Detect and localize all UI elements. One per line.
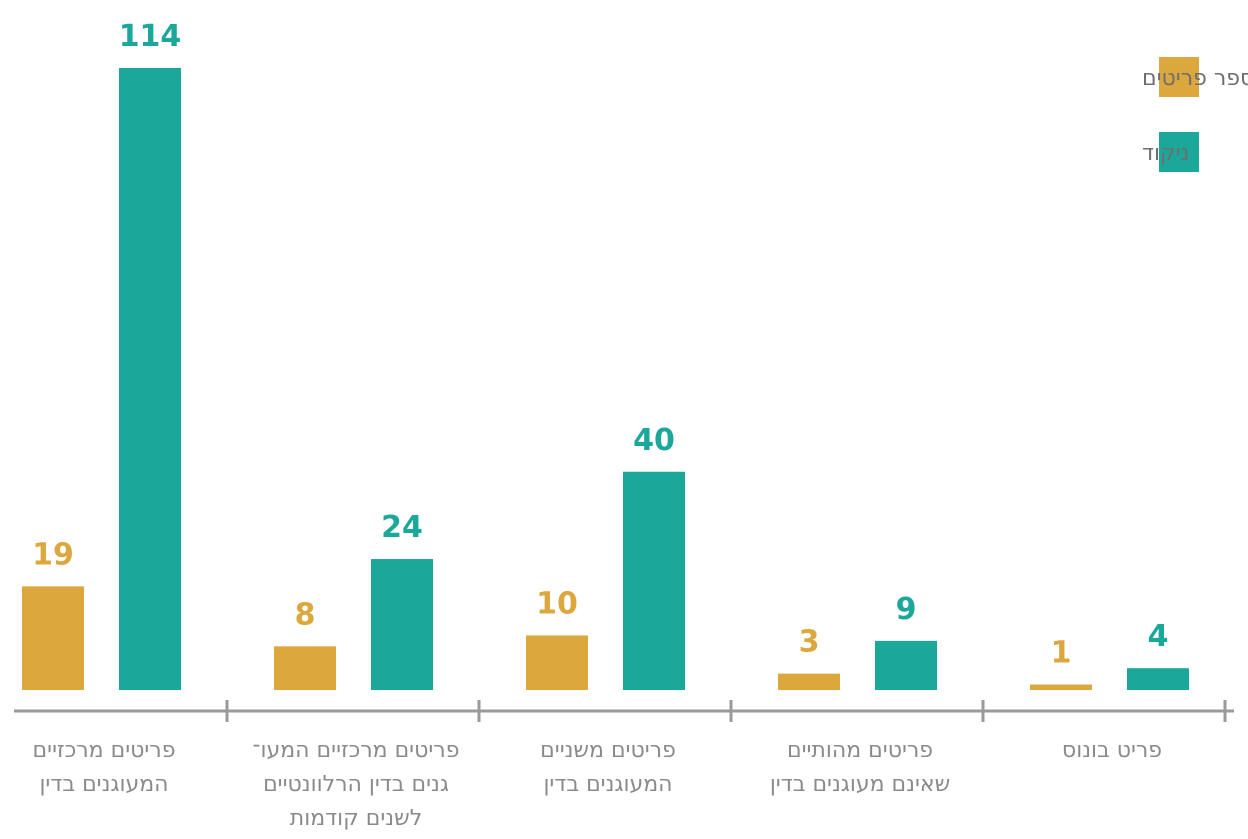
bar-count-0 [22, 586, 84, 690]
bar-score-2 [623, 471, 685, 690]
bar-count-4 [1030, 684, 1092, 690]
value-label-score-1: 24 [381, 510, 423, 545]
bar-count-2 [526, 635, 588, 690]
legend-label-0: מספר פריטים [1142, 66, 1248, 91]
bar-score-0 [119, 68, 181, 690]
value-label-count-0: 19 [32, 537, 74, 572]
bar-count-1 [274, 646, 336, 690]
category-label-1: פריטים מרכזיים המעו־ גנים בדין הרלוונטיים… [253, 738, 460, 831]
value-label-count-2: 10 [536, 586, 578, 621]
category-label-line: המעוגנים בדין [39, 772, 168, 797]
category-label-line: לשנים קודמות [290, 806, 422, 831]
value-label-score-0: 114 [119, 19, 182, 54]
category-label-0: פריטים מרכזיים המעוגנים בדין [33, 738, 176, 797]
value-label-score-3: 9 [896, 592, 917, 627]
bar-score-1 [371, 559, 433, 690]
bar-score-4 [1127, 668, 1189, 690]
category-label-line: פריטים משניים [540, 738, 676, 763]
value-label-score-2: 40 [633, 423, 675, 458]
legend-swatch-1 [1159, 132, 1199, 172]
value-label-count-3: 3 [799, 625, 820, 660]
bar-count-3 [778, 673, 840, 690]
category-label-line: פריטים מרכזיים המעו־ [253, 738, 460, 763]
category-label-4: פריט בונוס [1062, 738, 1162, 763]
category-label-3: פריטים מהותיים שאינם מעוגנים בדין [770, 738, 950, 797]
legend-label-1: ניקוד [1142, 141, 1189, 166]
category-label-line: פריט בונוס [1062, 738, 1162, 763]
category-label-line: גנים בדין הרלוונטיים [263, 772, 449, 797]
category-label-line: שאינם מעוגנים בדין [770, 772, 950, 797]
category-label-line: המעוגנים בדין [543, 772, 672, 797]
bar-score-3 [875, 640, 937, 690]
value-label-count-1: 8 [295, 597, 316, 632]
category-label-2: פריטים משניים המעוגנים בדין [540, 738, 676, 797]
category-label-line: פריטים מרכזיים [33, 738, 176, 763]
legend-swatch-0 [1159, 57, 1199, 97]
value-label-score-4: 4 [1148, 619, 1169, 654]
value-label-count-4: 1 [1051, 636, 1072, 671]
category-label-line: פריטים מהותיים [787, 738, 933, 763]
